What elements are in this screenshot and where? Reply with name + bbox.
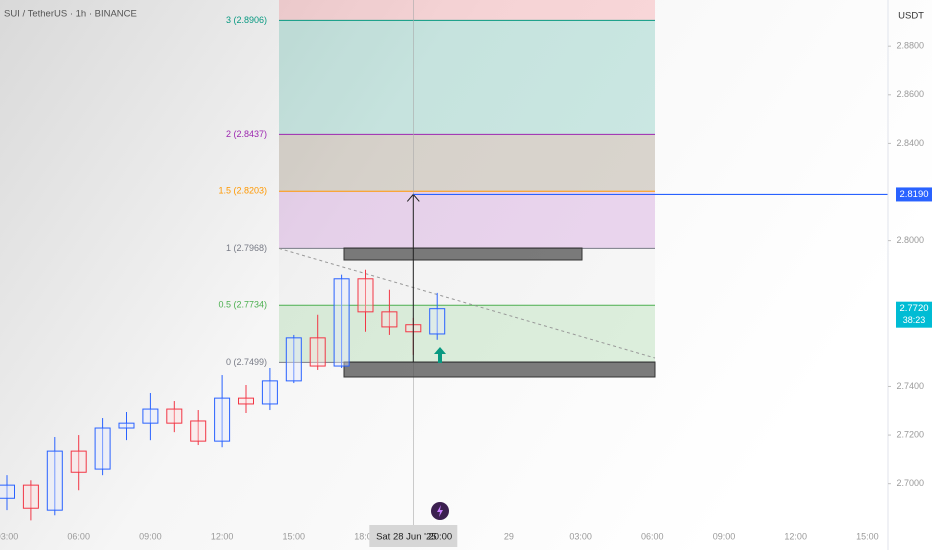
countdown: 38:23	[903, 315, 926, 325]
candle-body	[238, 397, 254, 405]
last-price-box	[896, 301, 932, 328]
x-tick-label: 12:00	[784, 531, 807, 541]
main-layer	[0, 0, 888, 525]
candle-body	[285, 337, 302, 382]
y-tick-label: 2.8400	[896, 138, 924, 148]
crosshair-label-box	[369, 525, 458, 547]
y-tick-label: 2.7200	[896, 429, 924, 439]
event-icon-bolt	[437, 505, 443, 517]
crosshair-time: 20:00	[428, 532, 452, 543]
zone-box	[343, 247, 583, 261]
x-tick-label: 15:00	[283, 531, 306, 541]
fib-band	[279, 20, 655, 135]
candle-body	[357, 278, 374, 313]
candle-body	[166, 408, 183, 424]
candle-body	[333, 278, 350, 367]
fib-band	[279, 191, 655, 249]
last-price-label: 2.7720	[899, 303, 928, 314]
fib-band-top	[279, 0, 655, 21]
candle-body	[261, 380, 278, 405]
chart-title: SUI / TetherUS · 1h · BINANCE	[4, 9, 137, 20]
y-tick-label: 2.8800	[896, 41, 924, 51]
fib-label: 3 (2.8906)	[226, 15, 267, 25]
x-tick-label: 12:00	[211, 531, 234, 541]
x-tick-label: 06:00	[67, 531, 90, 541]
crosshair-date: Sat 28 Jun '25	[376, 532, 436, 543]
candle-body	[142, 408, 159, 424]
x-tick-label: 18:00	[354, 531, 377, 541]
zone-box	[343, 361, 656, 378]
candle-body	[22, 484, 39, 509]
x-tick-label: 09:00	[713, 531, 736, 541]
y-tick-label: 2.8600	[896, 89, 924, 99]
target-price-label: 2.8190	[899, 189, 928, 200]
candle-body	[214, 397, 231, 442]
fib-trend-line	[278, 247, 656, 359]
y-tick-label: 2.8000	[896, 235, 924, 245]
fib-label: 0 (2.7499)	[226, 357, 267, 367]
candle-body	[429, 308, 446, 335]
candle-body	[94, 427, 111, 470]
fib-label: 0.5 (2.7734)	[218, 300, 267, 310]
fib-label: 2 (2.8437)	[226, 129, 267, 139]
y-tick-label: 2.7000	[896, 478, 924, 488]
x-tick-label: 03:00	[0, 531, 18, 541]
entry-arrow	[434, 347, 446, 363]
target-price-box	[896, 187, 932, 202]
fib-label: 1.5 (2.8203)	[218, 186, 267, 196]
x-tick-label: 06:00	[641, 531, 664, 541]
fib-band	[279, 134, 655, 192]
x-tick-label: 29	[504, 531, 514, 541]
candle-body	[309, 337, 326, 367]
x-tick-label: 15:00	[856, 531, 879, 541]
candle-body	[381, 311, 398, 328]
x-tick-label: 03:00	[569, 531, 592, 541]
y-tick-label: 2.7400	[896, 381, 924, 391]
fib-label: 1 (2.7968)	[226, 243, 267, 253]
candle-body	[0, 484, 15, 499]
candle-body	[46, 450, 63, 511]
candle-body	[70, 450, 87, 473]
x-tick-label: 09:00	[139, 531, 162, 541]
candle-body	[118, 422, 135, 429]
candle-body	[190, 420, 207, 442]
currency: USDT	[898, 11, 924, 22]
